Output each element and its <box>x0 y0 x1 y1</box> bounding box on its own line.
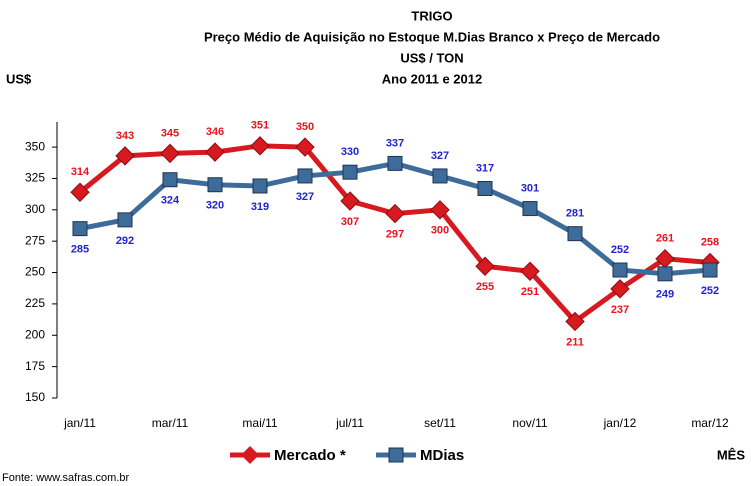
x-tick-label: set/11 <box>424 416 456 430</box>
data-label: 255 <box>476 281 494 293</box>
data-label: 252 <box>611 244 629 256</box>
data-label: 307 <box>341 216 359 228</box>
chart-subtitle: Preço Médio de Aquisição no Estoque M.Di… <box>204 29 660 44</box>
marker <box>72 221 88 237</box>
chart-subtitle: Ano 2011 e 2012 <box>382 71 482 86</box>
marker <box>385 203 405 224</box>
x-tick-label: nov/11 <box>512 416 547 430</box>
data-label: 314 <box>71 166 90 178</box>
marker <box>610 279 630 299</box>
marker <box>297 168 313 184</box>
x-tick-label: jul/11 <box>335 416 364 430</box>
legend-label: MDias <box>420 447 464 464</box>
marker <box>430 200 450 220</box>
marker <box>477 180 493 196</box>
data-label: 285 <box>71 244 89 256</box>
data-label: 249 <box>656 289 674 301</box>
marker <box>117 212 133 228</box>
y-tick-label: 150 <box>25 390 45 404</box>
marker <box>612 262 628 278</box>
marker <box>295 137 315 157</box>
marker <box>522 201 538 217</box>
data-label: 327 <box>296 191 314 203</box>
marker <box>565 311 585 332</box>
data-label: 252 <box>701 285 719 297</box>
data-label: 292 <box>116 235 134 247</box>
x-tick-label: mai/11 <box>242 416 277 430</box>
data-label: 317 <box>476 162 494 174</box>
y-tick-label: 250 <box>25 265 45 279</box>
x-axis-label: MÊS <box>717 447 746 462</box>
data-label: 337 <box>386 137 404 149</box>
data-label: 261 <box>656 233 674 245</box>
data-label: 301 <box>521 182 539 194</box>
data-label: 258 <box>701 236 719 248</box>
y-tick-label: 275 <box>25 233 45 247</box>
marker <box>205 142 225 162</box>
marker <box>250 136 270 156</box>
x-tick-label: jan/12 <box>603 416 637 430</box>
marker <box>475 256 495 276</box>
marker <box>340 191 360 211</box>
marker <box>387 155 403 171</box>
data-label: 300 <box>431 225 449 237</box>
marker <box>432 168 448 184</box>
marker <box>567 226 583 242</box>
source: Fonte: www.safras.com.br <box>2 472 129 484</box>
data-label: 327 <box>431 150 449 162</box>
y-axis-label: US$ <box>6 71 32 86</box>
data-label: 351 <box>251 120 269 132</box>
data-label: 237 <box>611 304 629 316</box>
data-label: 297 <box>386 228 404 240</box>
data-label: 350 <box>296 121 314 133</box>
data-label: 320 <box>206 200 224 212</box>
x-tick-label: mar/11 <box>152 416 189 430</box>
y-tick-label: 225 <box>25 296 45 310</box>
data-label: 346 <box>206 126 224 138</box>
data-label: 345 <box>161 127 179 139</box>
data-label: 330 <box>341 146 359 158</box>
y-tick-label: 325 <box>25 171 45 185</box>
x-tick-label: jan/11 <box>63 416 96 430</box>
chart-title: TRIGO <box>411 8 452 23</box>
data-label: 324 <box>161 195 180 207</box>
legend-label: Mercado * <box>274 447 346 464</box>
marker <box>657 266 673 282</box>
marker <box>115 146 135 166</box>
data-label: 319 <box>251 201 269 213</box>
y-tick-label: 300 <box>25 202 45 216</box>
marker <box>520 261 540 281</box>
data-label: 251 <box>521 286 539 298</box>
legend-marker <box>241 446 259 464</box>
legend-marker <box>388 447 404 463</box>
data-label: 281 <box>566 208 584 220</box>
marker <box>160 143 180 164</box>
y-tick-label: 200 <box>25 327 45 341</box>
y-tick-label: 175 <box>25 359 45 373</box>
data-label: 343 <box>116 130 134 142</box>
y-tick-label: 350 <box>25 139 45 153</box>
marker <box>702 262 718 278</box>
chart-subtitle: US$ / TON <box>400 50 463 65</box>
marker <box>207 177 223 193</box>
marker <box>252 178 268 194</box>
marker <box>342 164 358 180</box>
marker <box>162 172 178 188</box>
marker <box>70 182 90 202</box>
data-label: 211 <box>566 336 584 348</box>
x-tick-label: mar/12 <box>691 416 729 430</box>
